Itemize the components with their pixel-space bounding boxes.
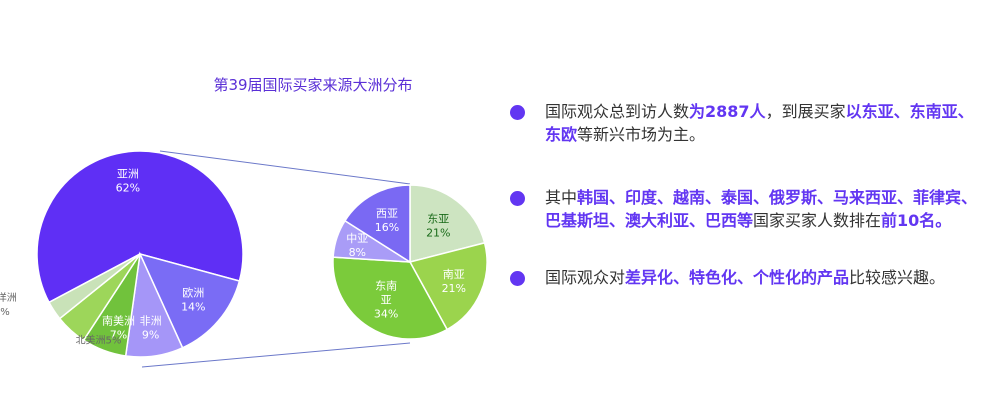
summary-list: 国际观众总到访人数为2887人，到展买家以东亚、东南亚、东欧等新兴市场为主。 其中… <box>510 100 980 289</box>
pie-slice-2 <box>138 252 241 349</box>
pie-slice-1 <box>409 184 486 263</box>
slice-label-3-line3: 34% <box>374 308 398 321</box>
slice-label-6-line2: 3% <box>0 307 10 318</box>
slice-label-2: 欧洲 <box>182 286 204 299</box>
bullet-dot-icon <box>510 271 525 286</box>
summary-item: 国际观众总到访人数为2887人，到展买家以东亚、东南亚、东欧等新兴市场为主。 <box>510 100 980 146</box>
slice-label-5: 北美洲5% <box>76 333 122 346</box>
pie-slice-1 <box>36 150 244 304</box>
chart-title: 第39届国际买家来源大洲分布 <box>213 76 412 94</box>
summary-item: 国际观众对差异化、特色化、个性化的产品比较感兴趣。 <box>510 266 980 289</box>
body-text: 国家买家人数排在 <box>753 211 882 230</box>
body-text: 等新兴市场为主。 <box>577 125 706 144</box>
slice-label-6: 大洋洲 <box>0 291 17 304</box>
slice-label-1-line2: 21% <box>426 227 450 240</box>
pie-slice-6 <box>48 253 141 320</box>
slice-label-2-line2: 14% <box>181 300 205 313</box>
slice-label-4: 中亚 <box>346 232 368 245</box>
pie-slice-2 <box>408 241 488 331</box>
body-text: 比较感兴趣。 <box>849 268 946 287</box>
slice-label-4-line2: 8% <box>349 246 366 259</box>
highlighted-text: 差异化、特色化、个性化的产品 <box>625 268 850 287</box>
body-text: 国际观众总到访人数 <box>545 102 690 121</box>
pie-connector-lines <box>141 150 411 368</box>
slice-label-1: 东亚 <box>427 213 449 226</box>
highlighted-text: 以东亚、东南亚、东欧 <box>545 102 974 144</box>
slice-label-4: 南美洲 <box>102 314 135 327</box>
slice-label-5-line2: 16% <box>375 221 399 234</box>
highlighted-text: 为2887人 <box>689 102 766 121</box>
connector-bottom <box>141 342 411 368</box>
summary-item: 其中韩国、印度、越南、泰国、俄罗斯、马来西亚、菲律宾、巴基斯坦、澳大利亚、巴西等… <box>510 186 980 232</box>
body-text: ，到展买家 <box>765 102 846 121</box>
slice-label-3: 非洲 <box>140 314 162 327</box>
pie-slice-3 <box>332 256 449 340</box>
bullet-dot-icon <box>510 105 525 120</box>
slice-label-2-line2: 21% <box>442 282 466 295</box>
slice-label-3: 东南 <box>375 280 397 293</box>
slice-label-3-line2: 亚 <box>381 294 392 307</box>
slice-label-1: 亚洲 <box>117 168 139 181</box>
slice-label-1-line2: 62% <box>116 182 140 195</box>
body-text: 其中 <box>545 188 578 207</box>
slice-label-3-line2: 9% <box>142 328 159 341</box>
body-text: 国际观众对 <box>545 268 626 287</box>
slice-label-2: 南亚 <box>443 268 465 281</box>
connector-top <box>159 150 411 185</box>
highlighted-text: 韩国、印度、越南、泰国、俄罗斯、马来西亚、菲律宾、巴基斯坦、澳大利亚、巴西等 <box>545 188 978 230</box>
slice-label-4-line2: 7% <box>110 328 127 341</box>
bullet-dot-icon <box>510 191 525 206</box>
highlighted-text: 前10名。 <box>881 211 952 230</box>
pie-slice-5 <box>343 184 411 264</box>
slice-label-5: 西亚 <box>376 207 398 220</box>
